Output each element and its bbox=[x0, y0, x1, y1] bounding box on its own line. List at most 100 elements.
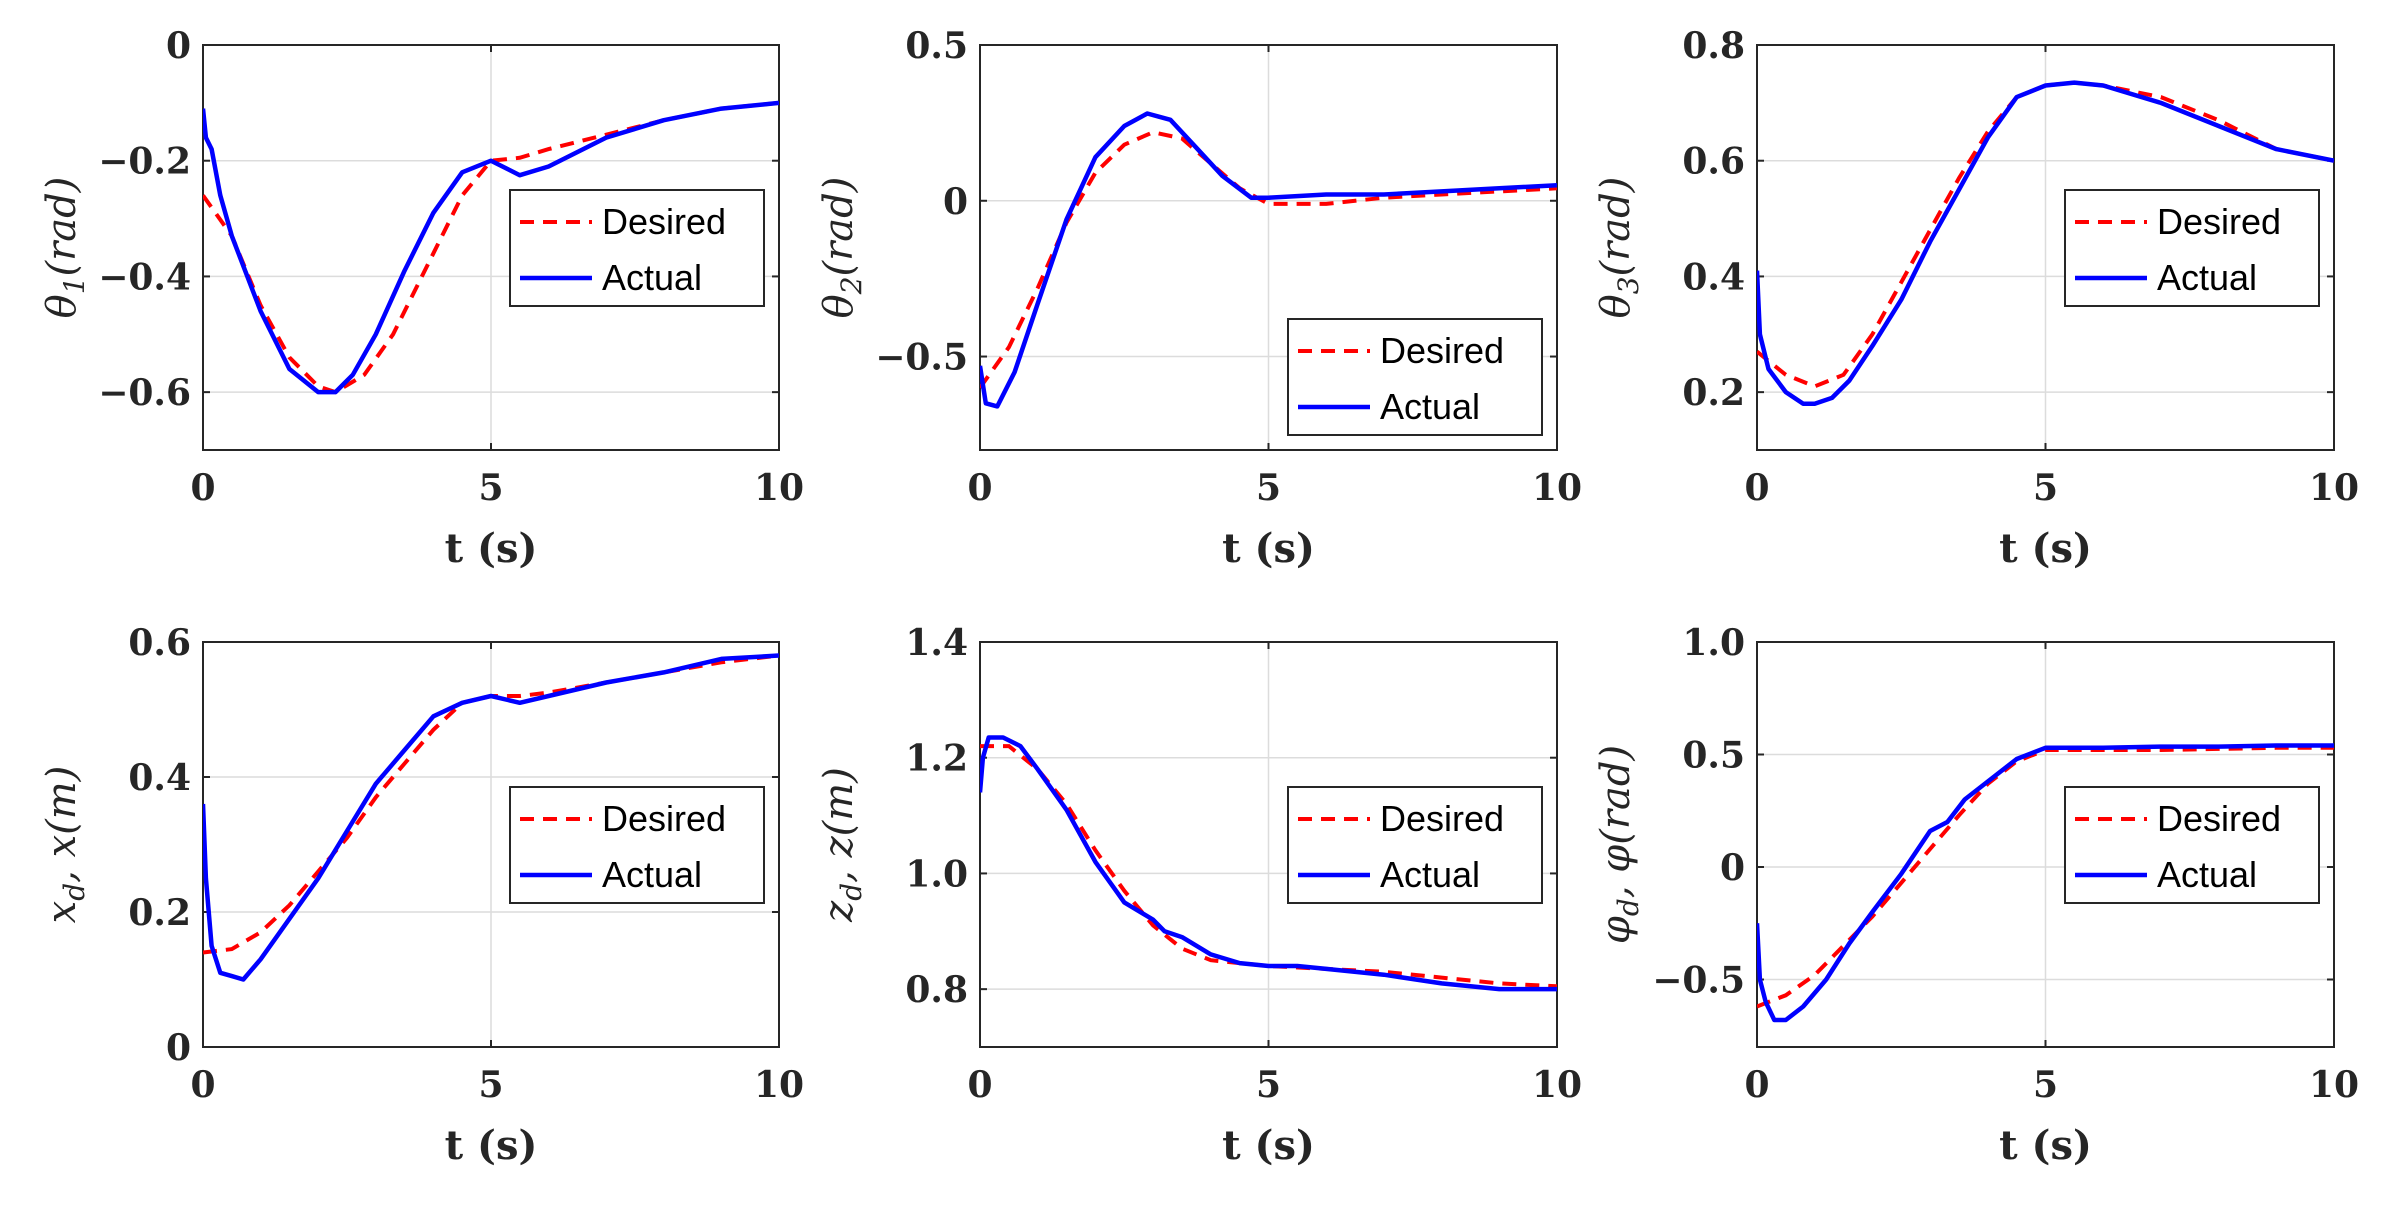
y-axis-label-subscript: 3 bbox=[1612, 276, 1645, 294]
y-axis-label: xd, x(m) bbox=[39, 766, 91, 924]
y-tick-label: 0.6 bbox=[128, 622, 191, 664]
x-axis-label: t (s) bbox=[1999, 1122, 2092, 1169]
x-tick-label: 5 bbox=[1256, 467, 1281, 509]
chart-panel-2: 0 5 10 0.5 0 −0.5 t (s) θ2(rad) Desired Actual bbox=[816, 25, 1582, 572]
legend: Desired Actual bbox=[2064, 189, 2320, 307]
y-axis-label-subscript: d bbox=[58, 883, 91, 901]
x-axis-label: t (s) bbox=[1222, 1122, 1315, 1169]
legend: Desired Actual bbox=[509, 786, 765, 904]
chart-panel-5: 0 5 10 1.4 1.2 1.0 0.8 t (s) zd, z(m) Desired Actu… bbox=[816, 622, 1582, 1169]
legend-label-desired: Desired bbox=[602, 798, 726, 839]
chart-panel-6: 0 5 10 1.0 0.5 0 −0.5 t (s) φd, φ(rad) Desired Act… bbox=[1593, 622, 2359, 1169]
legend-box bbox=[1287, 318, 1543, 436]
y-tick-label: 0.4 bbox=[128, 757, 191, 799]
series-line-actual bbox=[980, 111, 1557, 409]
legend-box bbox=[509, 189, 765, 307]
y-tick-label: 0 bbox=[166, 1027, 191, 1069]
y-axis-label: φd, φ(rad) bbox=[1593, 745, 1645, 944]
legend-box bbox=[509, 786, 765, 904]
x-axis-label: t (s) bbox=[1222, 525, 1315, 572]
y-tick-label: 1.0 bbox=[905, 853, 968, 895]
y-axis-label-tail: , x(m) bbox=[39, 766, 85, 883]
x-tick-label: 0 bbox=[1744, 1064, 1769, 1106]
y-axis-label: zd, z(m) bbox=[816, 767, 868, 923]
y-axis-label-base: x bbox=[39, 901, 85, 924]
y-axis-label-tail: , z(m) bbox=[816, 767, 862, 883]
y-tick-label: 0.6 bbox=[1682, 141, 1745, 183]
y-axis-label-subscript: 2 bbox=[835, 276, 868, 295]
x-tick-label: 5 bbox=[478, 1064, 503, 1106]
legend-label-actual: Actual bbox=[602, 854, 702, 895]
y-axis-label-tail: (rad) bbox=[39, 177, 85, 277]
series-line-desired bbox=[980, 744, 1557, 989]
legend-label-actual: Actual bbox=[2157, 257, 2257, 298]
y-tick-label: 0.8 bbox=[1682, 25, 1745, 67]
legend-label-desired: Desired bbox=[1380, 330, 1504, 371]
y-tick-label: −0.5 bbox=[1652, 960, 1745, 1002]
y-axis-label: θ3(rad) bbox=[1593, 177, 1645, 319]
legend-label-desired: Desired bbox=[2157, 798, 2281, 839]
y-axis-label-tail: (rad) bbox=[816, 177, 862, 277]
series-line-actual bbox=[1757, 743, 2334, 1023]
x-tick-label: 0 bbox=[967, 1064, 992, 1106]
x-tick-label: 10 bbox=[1532, 1064, 1582, 1106]
legend: Desired Actual bbox=[1287, 318, 1543, 436]
legend-box bbox=[1287, 786, 1543, 904]
chart-panel-4: 0 5 10 0.6 0.4 0.2 0 t (s) xd, x(m) Desired Actual bbox=[39, 622, 804, 1169]
legend-label-actual: Actual bbox=[1380, 386, 1480, 427]
y-axis-label-tail: (rad) bbox=[1593, 177, 1639, 277]
x-tick-label: 10 bbox=[754, 467, 804, 509]
x-tick-label: 0 bbox=[190, 467, 215, 509]
y-axis-label-base: φ bbox=[1593, 916, 1639, 944]
y-axis-label: θ1(rad) bbox=[39, 177, 91, 319]
legend-label-actual: Actual bbox=[2157, 854, 2257, 895]
series-line-actual bbox=[980, 735, 1557, 992]
series-line-actual bbox=[1757, 80, 2334, 406]
y-tick-label: 1.4 bbox=[905, 622, 968, 664]
x-tick-label: 0 bbox=[967, 467, 992, 509]
chart-panel-3: 0 5 10 0.8 0.6 0.4 0.2 t (s) θ3(rad) Desired Actua… bbox=[1593, 25, 2359, 572]
x-tick-label: 0 bbox=[190, 1064, 215, 1106]
legend: Desired Actual bbox=[1287, 786, 1543, 904]
x-axis-label: t (s) bbox=[445, 525, 538, 572]
x-tick-label: 10 bbox=[2309, 467, 2359, 509]
legend-label-desired: Desired bbox=[602, 201, 726, 242]
legend-label-actual: Actual bbox=[602, 257, 702, 298]
y-axis-label-base: θ bbox=[1593, 294, 1639, 318]
x-tick-label: 5 bbox=[2033, 467, 2058, 509]
y-tick-label: 0.5 bbox=[1682, 735, 1745, 777]
x-tick-label: 10 bbox=[2309, 1064, 2359, 1106]
legend-label-desired: Desired bbox=[2157, 201, 2281, 242]
y-tick-label: −0.5 bbox=[875, 337, 968, 379]
x-tick-label: 10 bbox=[1532, 467, 1582, 509]
series-line-actual bbox=[203, 653, 779, 982]
x-tick-label: 5 bbox=[1256, 1064, 1281, 1106]
y-axis-label-tail: , φ(rad) bbox=[1593, 745, 1639, 898]
x-tick-label: 5 bbox=[478, 467, 503, 509]
x-tick-label: 5 bbox=[2033, 1064, 2058, 1106]
series-line-desired bbox=[1757, 745, 2334, 1009]
x-tick-label: 0 bbox=[1744, 467, 1769, 509]
y-axis-label-subscript: d bbox=[835, 883, 868, 901]
y-tick-label: 0.5 bbox=[905, 25, 968, 67]
y-tick-label: 0 bbox=[943, 181, 968, 223]
y-tick-label: −0.2 bbox=[98, 141, 191, 183]
y-tick-label: 0.2 bbox=[1682, 372, 1745, 414]
series-line-desired bbox=[203, 100, 779, 395]
y-tick-label: 1.0 bbox=[1682, 622, 1745, 664]
legend-box bbox=[2064, 189, 2320, 307]
y-axis-label: θ2(rad) bbox=[816, 177, 868, 319]
x-tick-label: 10 bbox=[754, 1064, 804, 1106]
y-axis-label-subscript: 1 bbox=[58, 276, 91, 294]
y-tick-label: 0 bbox=[1720, 847, 1745, 889]
series-line-actual bbox=[203, 100, 779, 395]
chart-panel-1: 0 5 10 0 −0.2 −0.4 −0.6 t (s) θ1(rad) Desired Actu… bbox=[39, 25, 804, 572]
y-tick-label: 0 bbox=[166, 25, 191, 67]
legend-box bbox=[2064, 786, 2320, 904]
x-axis-label: t (s) bbox=[445, 1122, 538, 1169]
x-axis-label: t (s) bbox=[1999, 525, 2092, 572]
y-tick-label: 0.8 bbox=[905, 969, 968, 1011]
y-tick-label: −0.4 bbox=[98, 256, 191, 298]
y-tick-label: 0.2 bbox=[128, 892, 191, 934]
